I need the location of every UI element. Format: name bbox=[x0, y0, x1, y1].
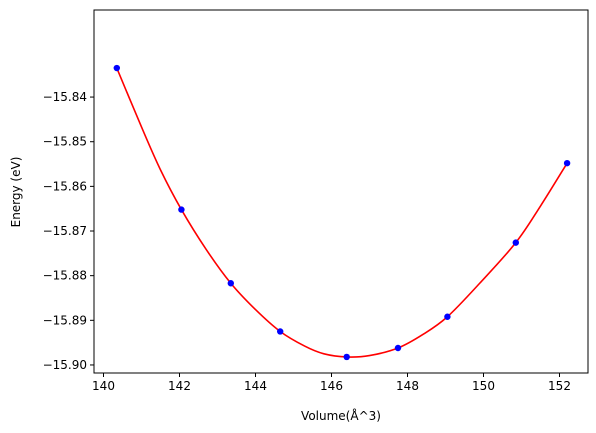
data-point bbox=[563, 159, 571, 167]
x-tick-label: 148 bbox=[396, 379, 419, 393]
x-tick-label: 140 bbox=[92, 379, 115, 393]
data-point bbox=[394, 344, 402, 352]
x-tick-label: 146 bbox=[320, 379, 343, 393]
y-tick-label: −15.84 bbox=[43, 90, 87, 104]
y-tick-label: −15.89 bbox=[43, 313, 87, 327]
y-axis-ticks: −15.84 −15.85 −15.86 −15.87 −15.88 −15.89 −15.… bbox=[43, 90, 94, 372]
x-tick-label: 144 bbox=[244, 379, 267, 393]
data-point bbox=[444, 313, 451, 320]
x-tick-label: 150 bbox=[472, 379, 495, 393]
fit-curve-line bbox=[116, 67, 568, 358]
y-tick-label: −15.87 bbox=[43, 224, 87, 238]
data-point bbox=[227, 280, 234, 287]
data-point bbox=[113, 64, 121, 72]
data-point bbox=[512, 239, 519, 246]
x-tick-label: 152 bbox=[548, 379, 571, 393]
plot-layer bbox=[113, 64, 571, 361]
y-tick-label: −15.90 bbox=[43, 358, 87, 372]
data-point bbox=[277, 328, 284, 335]
x-tick-label: 142 bbox=[168, 379, 191, 393]
y-tick-label: −15.85 bbox=[43, 135, 87, 149]
x-axis-label: Volume(Å^3) bbox=[301, 408, 381, 423]
y-tick-label: −15.86 bbox=[43, 179, 87, 193]
plot-frame bbox=[93, 9, 589, 374]
data-point bbox=[343, 353, 350, 361]
y-tick-label: −15.88 bbox=[43, 269, 87, 283]
data-point bbox=[178, 206, 185, 213]
y-axis-label: Energy (eV) bbox=[9, 157, 23, 228]
x-axis-ticks: 140 142 144 146 148 150 152 bbox=[92, 373, 571, 393]
